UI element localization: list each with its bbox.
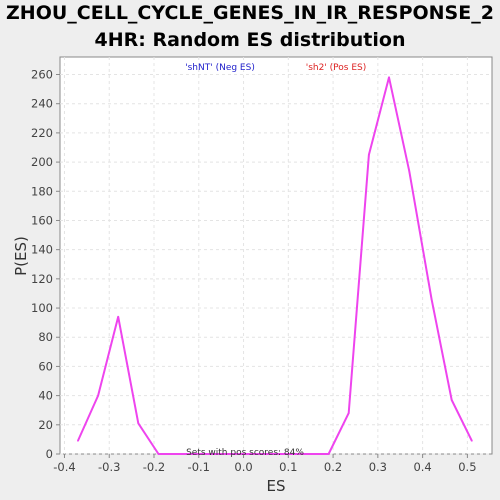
y-axis-label: P(ES)	[12, 236, 30, 276]
y-tick-label: 160	[31, 213, 53, 227]
series-group	[76, 76, 473, 455]
data-point	[347, 412, 350, 414]
x-tick-label: -0.1	[188, 460, 210, 474]
x-axis-label: ES	[267, 477, 286, 495]
x-tick-label: -0.2	[143, 460, 165, 474]
x-tick-label: 0.4	[413, 460, 431, 474]
x-tick-label: -0.4	[53, 460, 75, 474]
plot-area	[59, 56, 493, 455]
y-tick-label: 180	[31, 184, 53, 198]
data-point	[258, 453, 261, 455]
y-tick-label: 220	[31, 126, 53, 140]
data-point	[238, 453, 240, 455]
data-point	[450, 399, 453, 401]
x-tick-label: 0.5	[458, 460, 476, 474]
y-axis-ticks: 0 20 40 60 80 100 120 140 160 180 200 220 240 260	[31, 68, 60, 461]
legend-pos-label: 'sh2' (Pos ES)	[306, 63, 367, 73]
y-tick-label: 200	[31, 155, 53, 169]
x-axis-ticks: -0.4 -0.3 -0.2 -0.1 0.0 0.1 0.2 0.3 0.4 0.5	[53, 454, 477, 474]
data-point	[327, 453, 330, 455]
legend-neg-label: 'shNT' (Neg ES)	[185, 63, 255, 73]
data-point	[408, 170, 410, 172]
y-tick-label: 40	[38, 389, 53, 403]
data-point	[97, 394, 99, 397]
x-tick-label: 0.0	[234, 460, 252, 474]
y-tick-label: 80	[38, 330, 53, 344]
data-point	[137, 422, 140, 425]
data-point	[388, 76, 390, 79]
y-tick-label: 100	[31, 301, 53, 315]
data-point	[318, 453, 321, 455]
y-tick-label: 0	[46, 447, 53, 461]
chart-title-line-2: 4HR: Random ES distribution	[94, 29, 406, 51]
x-tick-label: -0.3	[98, 460, 120, 474]
x-tick-label: 0.2	[324, 460, 342, 474]
data-point	[430, 298, 433, 301]
x-tick-label: 0.1	[279, 460, 297, 474]
data-point	[177, 453, 180, 455]
x-tick-label: 0.3	[369, 460, 387, 474]
data-point	[368, 153, 370, 156]
y-tick-label: 120	[31, 272, 53, 286]
data-point	[298, 453, 301, 455]
chart-title-line-1: ZHOU_CELL_CYCLE_GENES_IN_IR_RESPONSE_2	[6, 2, 494, 24]
y-tick-label: 260	[31, 68, 53, 82]
chart-title: ZHOU_CELL_CYCLE_GENES_IN_IR_RESPONSE_2 4…	[0, 0, 500, 54]
y-tick-label: 60	[38, 359, 53, 373]
data-point	[471, 440, 473, 442]
pos-scores-annotation: Sets with pos scores: 84%	[186, 448, 304, 458]
data-point	[157, 453, 160, 455]
data-point	[117, 316, 119, 318]
data-point	[218, 453, 220, 455]
data-point	[77, 440, 79, 442]
y-tick-label: 20	[38, 418, 53, 432]
y-tick-label: 240	[31, 97, 53, 111]
data-point	[278, 453, 281, 455]
data-point	[197, 453, 200, 455]
y-tick-label: 140	[31, 243, 53, 257]
